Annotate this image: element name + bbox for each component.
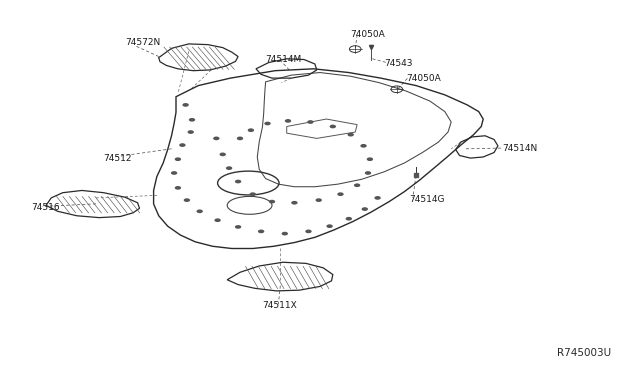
Text: R745003U: R745003U bbox=[557, 348, 611, 358]
Circle shape bbox=[235, 180, 241, 183]
Text: 74543: 74543 bbox=[384, 59, 413, 68]
Circle shape bbox=[354, 183, 360, 187]
Text: 74514M: 74514M bbox=[266, 55, 302, 64]
Circle shape bbox=[367, 157, 373, 161]
Circle shape bbox=[362, 207, 368, 211]
Text: 74514G: 74514G bbox=[410, 195, 445, 203]
Circle shape bbox=[248, 128, 254, 132]
Circle shape bbox=[175, 186, 181, 190]
Circle shape bbox=[291, 201, 298, 205]
Circle shape bbox=[226, 166, 232, 170]
Circle shape bbox=[346, 217, 352, 221]
Circle shape bbox=[214, 218, 221, 222]
Circle shape bbox=[269, 200, 275, 203]
Circle shape bbox=[188, 130, 194, 134]
Circle shape bbox=[237, 137, 243, 140]
Circle shape bbox=[184, 198, 190, 202]
Circle shape bbox=[337, 192, 344, 196]
Circle shape bbox=[220, 153, 226, 156]
Circle shape bbox=[360, 144, 367, 148]
Circle shape bbox=[182, 103, 189, 107]
Circle shape bbox=[348, 133, 354, 137]
Text: 74050A: 74050A bbox=[406, 74, 441, 83]
Circle shape bbox=[213, 137, 220, 140]
Text: 74572N: 74572N bbox=[125, 38, 160, 47]
Circle shape bbox=[258, 230, 264, 233]
Circle shape bbox=[374, 196, 381, 200]
Text: 74511X: 74511X bbox=[262, 301, 297, 310]
Text: 74050A: 74050A bbox=[350, 30, 385, 39]
Circle shape bbox=[175, 157, 181, 161]
Circle shape bbox=[305, 230, 312, 233]
Circle shape bbox=[365, 171, 371, 175]
Circle shape bbox=[179, 143, 186, 147]
Circle shape bbox=[330, 125, 336, 128]
Text: 74512: 74512 bbox=[104, 154, 132, 163]
Circle shape bbox=[326, 224, 333, 228]
Circle shape bbox=[264, 122, 271, 125]
Circle shape bbox=[316, 198, 322, 202]
Text: 74514N: 74514N bbox=[502, 144, 538, 153]
Circle shape bbox=[189, 118, 195, 122]
Circle shape bbox=[171, 171, 177, 175]
Text: 74516: 74516 bbox=[31, 203, 60, 212]
Circle shape bbox=[196, 209, 203, 213]
Circle shape bbox=[282, 232, 288, 235]
Circle shape bbox=[307, 120, 314, 124]
Circle shape bbox=[285, 119, 291, 123]
Circle shape bbox=[250, 192, 256, 196]
Circle shape bbox=[235, 225, 241, 229]
